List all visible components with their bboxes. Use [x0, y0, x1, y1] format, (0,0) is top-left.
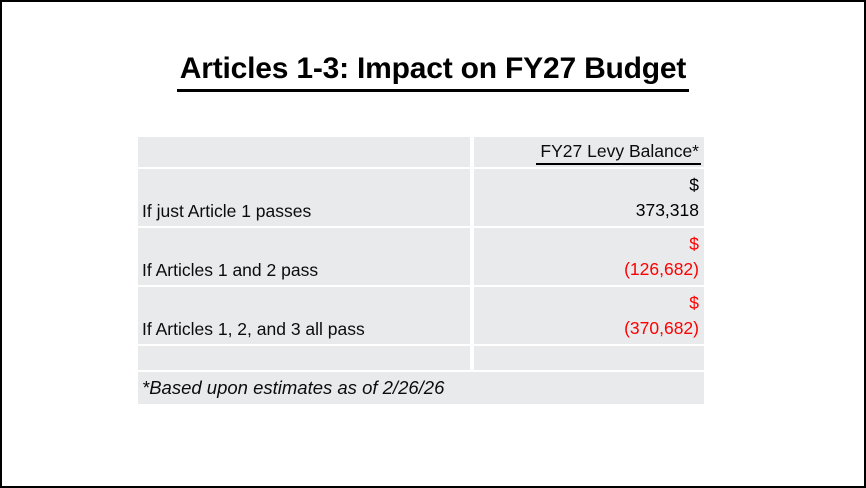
currency-symbol: $ [689, 175, 699, 195]
amount-value: (370,682) [624, 318, 699, 338]
table-row-label: If Articles 1, 2, and 3 all pass [138, 287, 470, 344]
table-corner-cell [138, 137, 470, 167]
table-footnote: *Based upon estimates as of 2/26/26 [138, 372, 704, 404]
table-row-value: $ 373,318 [474, 169, 704, 226]
column-header-label: FY27 Levy Balance* [536, 141, 701, 165]
amount-value: 373,318 [635, 200, 699, 220]
amount-value: (126,682) [624, 259, 699, 279]
table-row-label: If Articles 1 and 2 pass [138, 228, 470, 285]
table-row-value: $ (370,682) [474, 287, 704, 344]
table-header-cell: FY27 Levy Balance* [474, 137, 704, 167]
budget-impact-table: FY27 Levy Balance* If just Article 1 pas… [138, 137, 704, 404]
slide-title: Articles 1-3: Impact on FY27 Budget [176, 52, 690, 92]
table-row-value: $ (126,682) [474, 228, 704, 285]
currency-symbol: $ [689, 234, 699, 254]
empty-row-left-cell [138, 346, 470, 370]
table-row-label: If just Article 1 passes [138, 169, 470, 226]
title-row: Articles 1-3: Impact on FY27 Budget [2, 52, 864, 92]
currency-symbol: $ [689, 293, 699, 313]
empty-row-right-cell [474, 346, 704, 370]
